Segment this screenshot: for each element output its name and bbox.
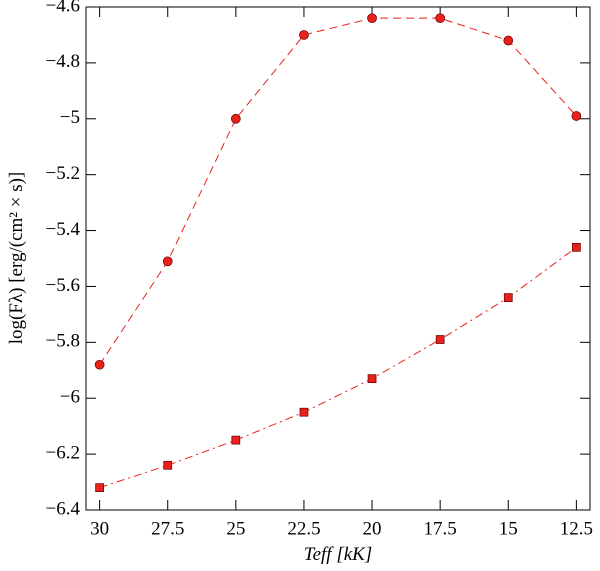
marker bbox=[503, 35, 514, 46]
y-tick-label: −6.2 bbox=[46, 442, 80, 463]
marker bbox=[230, 113, 241, 124]
x-tick-label: 12.5 bbox=[560, 518, 593, 539]
marker bbox=[95, 483, 104, 492]
y-tick-label: −5.6 bbox=[46, 275, 80, 296]
y-tick-label: −5.4 bbox=[46, 219, 81, 240]
x-tick-label: 27.5 bbox=[151, 518, 184, 539]
marker bbox=[572, 242, 581, 252]
marker bbox=[163, 460, 173, 470]
marker bbox=[94, 359, 105, 370]
y-axis-label: log(Fλ) [erg/(cm² × s)] bbox=[6, 172, 27, 344]
x-tick-label: 30 bbox=[90, 518, 109, 539]
x-tick-label: 17.5 bbox=[424, 518, 457, 539]
marker bbox=[435, 335, 445, 344]
marker bbox=[299, 407, 309, 417]
y-tick-label: −4.6 bbox=[46, 0, 80, 16]
x-tick-label: 20 bbox=[363, 518, 382, 539]
marker bbox=[503, 293, 513, 302]
y-tick-label: −5.8 bbox=[46, 331, 80, 352]
marker bbox=[435, 13, 446, 24]
y-tick-label: −6.4 bbox=[46, 498, 81, 519]
x-tick-label: 15 bbox=[499, 518, 518, 539]
series-line bbox=[99, 246, 577, 489]
x-tick-label: 25 bbox=[226, 518, 245, 539]
marker bbox=[162, 256, 173, 267]
marker bbox=[367, 374, 377, 384]
marker bbox=[571, 111, 582, 121]
y-tick-label: −5 bbox=[60, 107, 80, 128]
x-axis-label: Teff [kK] bbox=[304, 544, 372, 565]
marker bbox=[231, 435, 241, 445]
y-tick-label: −5.2 bbox=[46, 163, 80, 184]
series-line bbox=[99, 17, 577, 365]
marker bbox=[299, 30, 309, 40]
x-tick-label: 22.5 bbox=[287, 518, 320, 539]
y-tick-label: −4.8 bbox=[46, 51, 80, 72]
y-tick-label: −6 bbox=[60, 387, 80, 408]
marker bbox=[367, 13, 377, 24]
plot-frame bbox=[85, 6, 591, 511]
